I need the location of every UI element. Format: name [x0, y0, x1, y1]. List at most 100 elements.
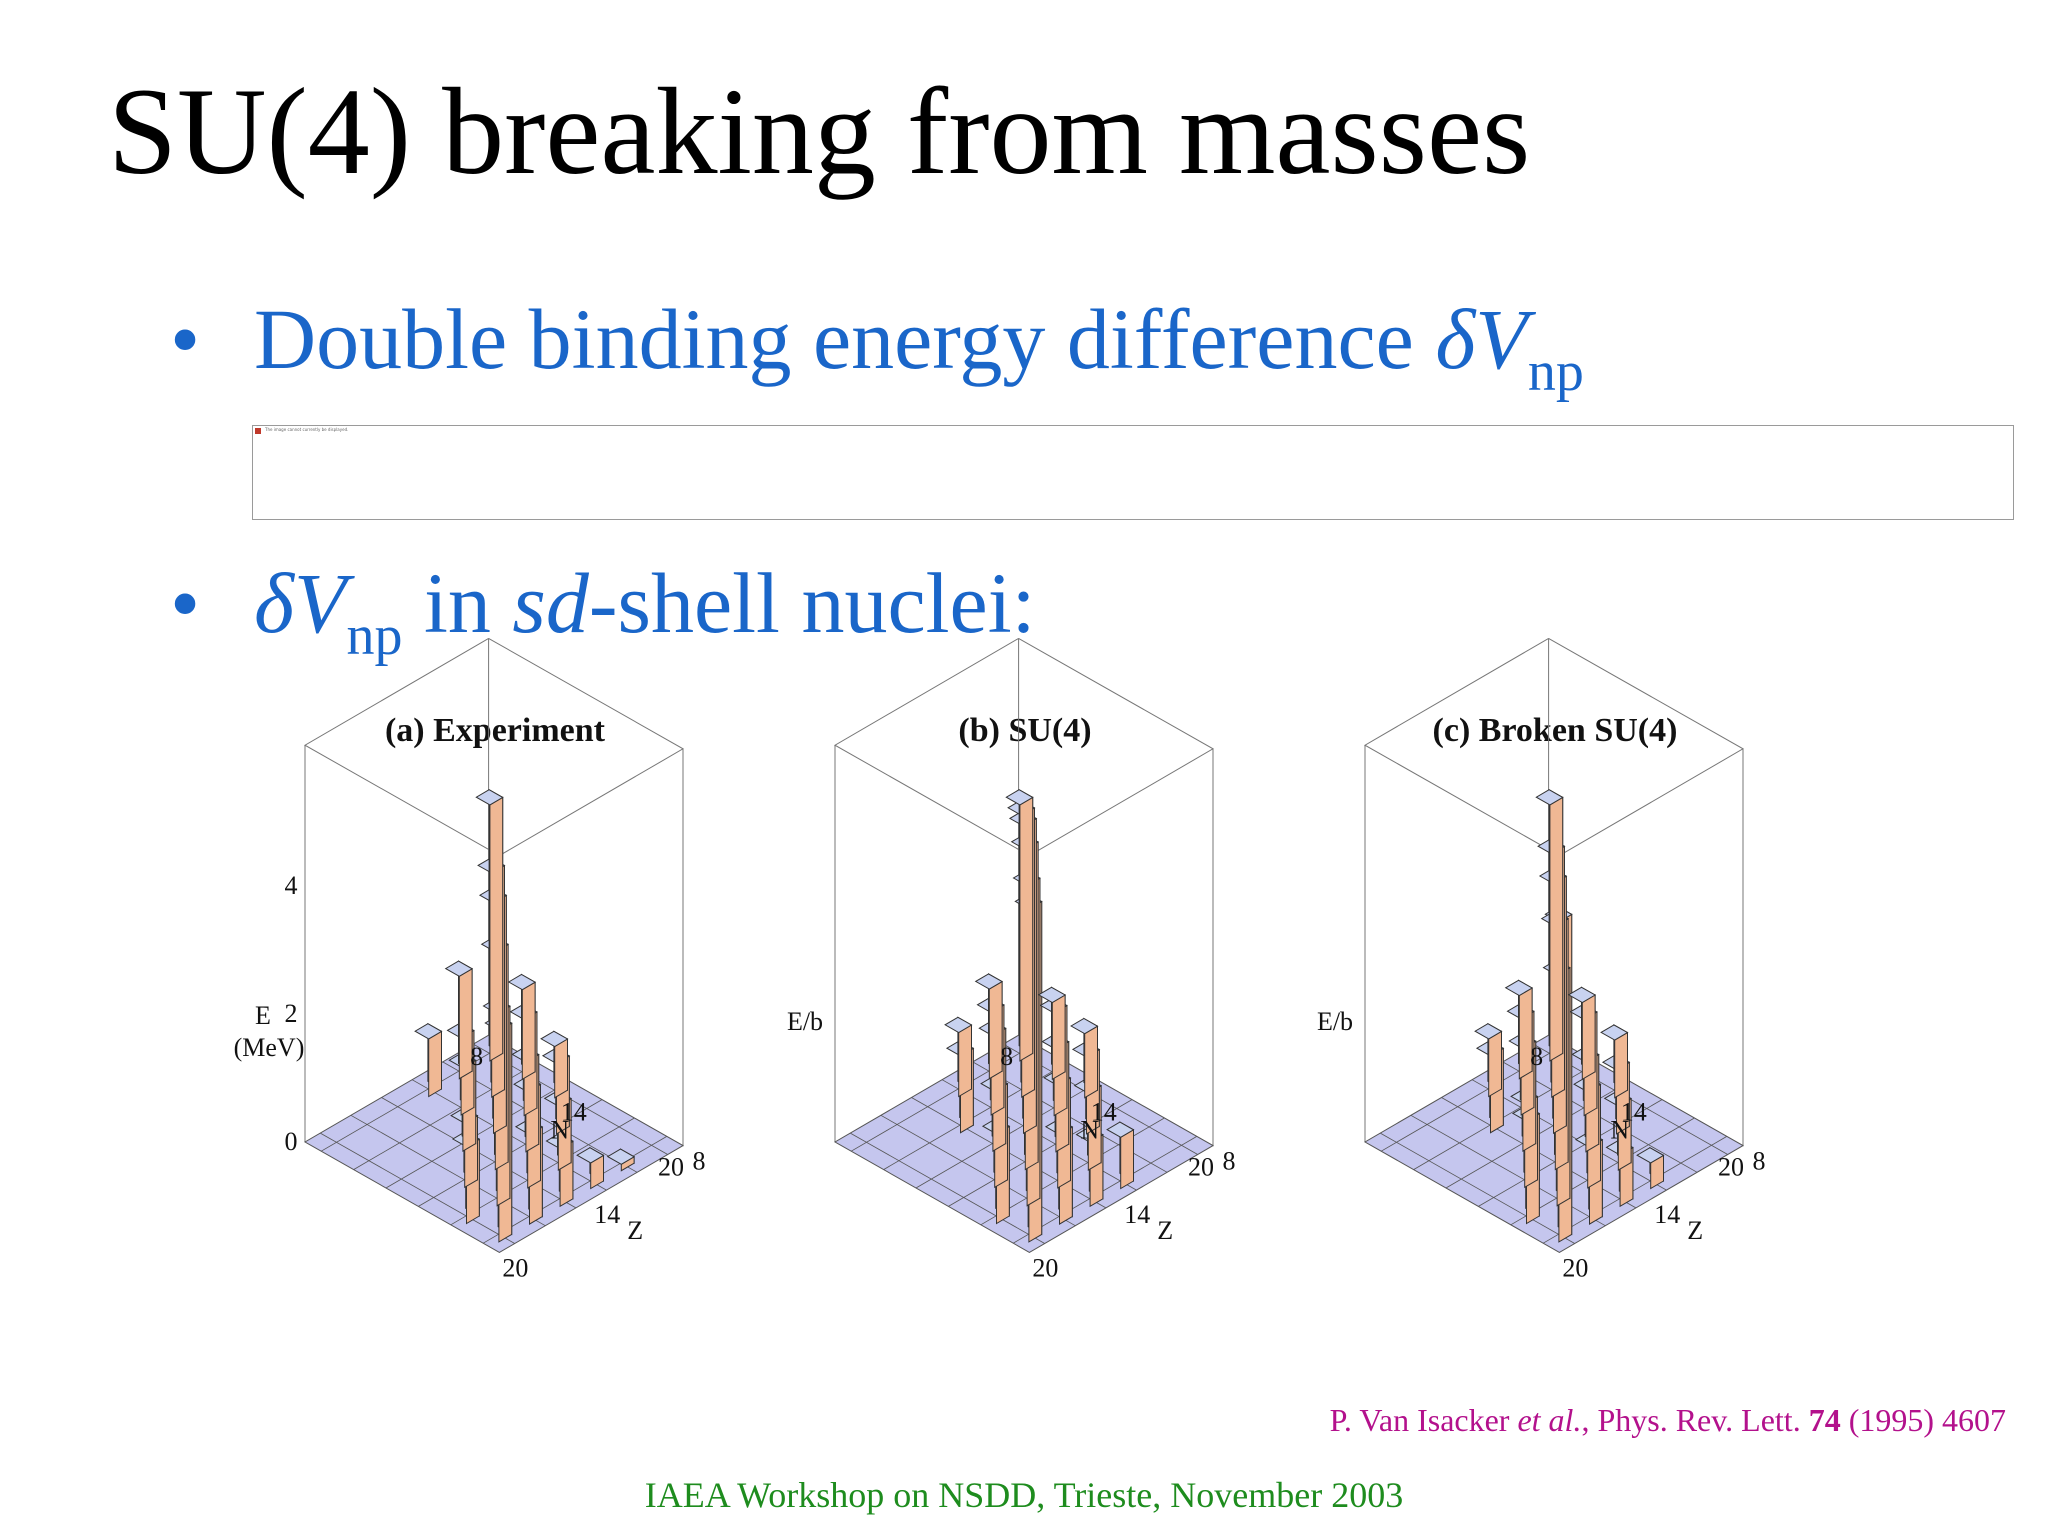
y-tick-label: 20	[1562, 1253, 1588, 1282]
citation-volume: 74	[1808, 1402, 1841, 1438]
bullet-dot: •	[170, 291, 201, 387]
z-tick-label: 4	[285, 871, 298, 900]
bar	[1005, 788, 1034, 1062]
bar-side-face	[521, 981, 536, 1081]
floor-grid-line	[1410, 1114, 1606, 1227]
y-axis-label: Z	[1687, 1216, 1703, 1245]
bar-side-face	[1549, 796, 1564, 1062]
bar	[1070, 1017, 1099, 1099]
x-tick-label: 8	[1530, 1042, 1543, 1071]
floor-grid-line	[1380, 1132, 1575, 1244]
bar-top-face	[540, 1030, 569, 1048]
bar-top-face	[606, 1148, 636, 1165]
bar	[444, 960, 474, 1080]
bar-side-face	[1120, 1128, 1134, 1190]
bar	[540, 1030, 569, 1099]
broken-equation-image: The image cannot currently be displayed.	[252, 425, 2014, 520]
x-axis-label: N	[1610, 1115, 1629, 1144]
delta-v-symbol: δV	[254, 555, 347, 651]
bar	[1037, 986, 1067, 1081]
bar-top-face	[414, 1023, 443, 1040]
footer: IAEA Workshop on NSDD, Trieste, November…	[644, 1475, 1404, 1515]
bar	[1535, 788, 1564, 1062]
z-axis-unit: (MeV)	[234, 1033, 305, 1062]
broken-image-alt-text: The image cannot currently be displayed.	[265, 427, 349, 432]
y-tick-label: 14	[594, 1200, 620, 1229]
bar-side-face	[554, 1038, 568, 1099]
bar	[1474, 1022, 1503, 1098]
bar-top-face	[974, 973, 1004, 990]
floor-grid-line	[850, 1132, 1045, 1244]
y-tick-label: 14	[1654, 1200, 1680, 1229]
x-axis-label: N	[550, 1115, 569, 1144]
y-tick-label: 20	[502, 1253, 528, 1282]
bar-top-face	[444, 960, 474, 977]
chart-broken-su4: (c) Broken SU(4) 8 14 20 N 8 14 20 Z E/b	[1290, 637, 1820, 1312]
z-axis-label: E/b	[787, 1007, 823, 1036]
bullet-text-mid: in	[402, 555, 513, 651]
x-tick-label: 14	[1621, 1097, 1647, 1126]
floor-grid-line	[1542, 1136, 1728, 1244]
bar	[576, 1146, 605, 1190]
citation-journal: , Phys. Rev. Lett.	[1581, 1402, 1809, 1438]
x-axis-label: N	[1080, 1115, 1099, 1144]
bar	[1106, 1121, 1135, 1190]
y-tick-label: 20	[1032, 1253, 1058, 1282]
bar	[974, 973, 1004, 1080]
x-tick-label: 20	[1718, 1153, 1744, 1182]
bar-side-face	[1019, 796, 1034, 1062]
bar-side-face	[1084, 1025, 1098, 1099]
bar-top-face	[1535, 789, 1564, 806]
floor-grid-line	[350, 1114, 546, 1227]
chart-su4: (b) SU(4) 8 14 20 N 8 14 20 Z E/b	[760, 637, 1290, 1312]
y-axis-label: Z	[627, 1216, 643, 1245]
bar-top-face	[1070, 1017, 1099, 1035]
bullet-binding-energy: • Double binding energy difference δVnp	[170, 296, 1584, 400]
np-subscript: np	[1527, 341, 1584, 403]
np-subscript: np	[346, 605, 403, 667]
bar	[944, 1016, 973, 1098]
bar	[475, 788, 504, 1062]
bar-side-face	[1614, 1031, 1628, 1099]
bar-top-face	[1474, 1023, 1503, 1040]
bar	[1567, 986, 1597, 1081]
broken-image-icon	[255, 428, 261, 434]
chart-title: (a) Experiment	[384, 712, 605, 749]
bar	[414, 1022, 443, 1098]
z-tick-label: 2	[285, 999, 298, 1028]
y-axis-label: Z	[1157, 1216, 1173, 1245]
x-tick-label: 14	[561, 1097, 587, 1126]
bar-side-face	[1581, 994, 1596, 1081]
bar	[1600, 1024, 1629, 1099]
citation: P. Van Isacker et al., Phys. Rev. Lett. …	[1330, 1402, 2006, 1439]
y-tick-label: 14	[1124, 1200, 1150, 1229]
bar-top-face	[576, 1147, 605, 1164]
z-tick-label: 0	[285, 1127, 298, 1156]
floor-grid-line	[320, 1132, 515, 1244]
x-tick-label: 20	[658, 1153, 684, 1182]
bar-top-face	[1005, 789, 1034, 806]
y-tick-label: 8	[1223, 1147, 1236, 1176]
citation-year-page: (1995) 4607	[1840, 1402, 2006, 1438]
x-tick-label: 8	[1000, 1042, 1013, 1071]
y-tick-label: 8	[693, 1147, 706, 1176]
z-axis-label: E	[255, 1001, 271, 1030]
x-tick-label: 8	[470, 1042, 483, 1071]
bar-side-face	[489, 796, 504, 1062]
bullet-dot: •	[170, 555, 201, 651]
y-tick-label: 8	[1753, 1147, 1766, 1176]
chart-title: (b) SU(4)	[958, 712, 1092, 749]
sd-text: sd	[512, 555, 589, 651]
floor-grid-line	[1012, 1136, 1198, 1244]
floor-grid-line	[482, 1136, 668, 1244]
bar	[606, 1148, 636, 1172]
x-tick-label: 20	[1188, 1153, 1214, 1182]
bar-top-face	[944, 1016, 973, 1034]
chart-title: (c) Broken SU(4)	[1432, 712, 1678, 749]
bar-top-face	[1600, 1024, 1629, 1041]
bar-top-face	[1037, 986, 1067, 1004]
bar-side-face	[428, 1030, 442, 1098]
bar	[1636, 1146, 1665, 1190]
citation-etal: et al.	[1517, 1402, 1582, 1438]
delta-v-symbol: δV	[1435, 291, 1528, 387]
